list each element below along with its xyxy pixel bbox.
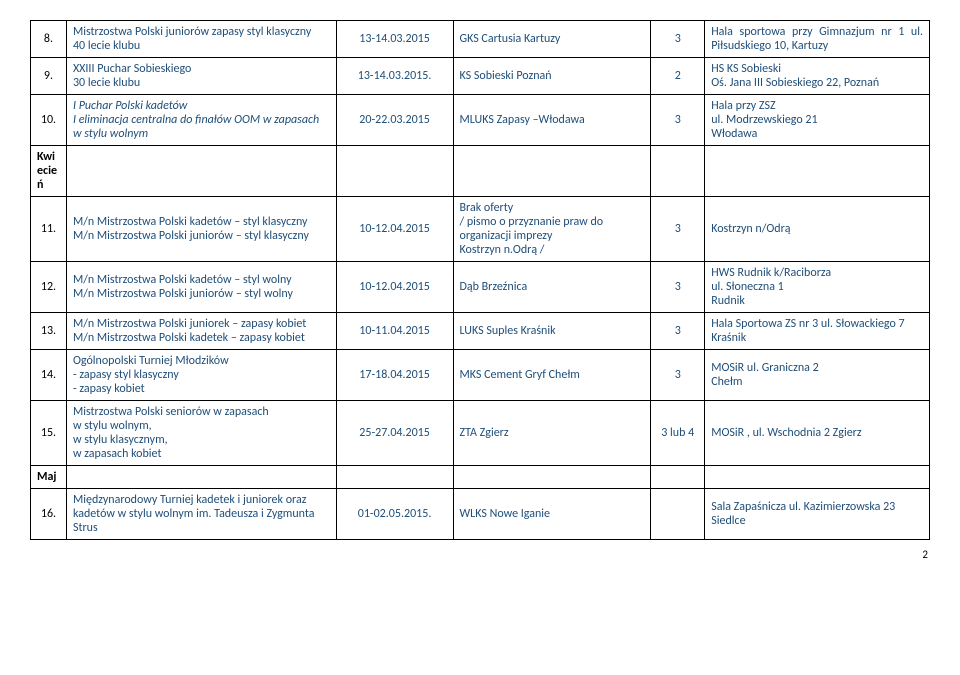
row-number: 9. [31, 58, 67, 95]
event-name: M/n Mistrzostwa Polski juniorek – zapasy… [66, 313, 336, 350]
page-number: 2 [30, 548, 930, 561]
event-count: 3 [651, 262, 705, 313]
table-row: 8.Mistrzostwa Polski juniorów zapasy sty… [31, 21, 930, 58]
row-number: 16. [31, 489, 67, 540]
event-location: Kostrzyn n/Odrą [705, 197, 930, 262]
row-number: 12. [31, 262, 67, 313]
event-count: 3 lub 4 [651, 401, 705, 466]
event-date: 25-27.04.2015 [336, 401, 453, 466]
table-row: 14.Ogólnopolski Turniej Młodzików- zapas… [31, 350, 930, 401]
event-date: 13-14.03.2015 [336, 21, 453, 58]
event-date: 13-14.03.2015. [336, 58, 453, 95]
event-count: 3 [651, 313, 705, 350]
event-location: HWS Rudnik k/Raciborzaul. Słoneczna 1Rud… [705, 262, 930, 313]
event-location: Hala sportowa przy Gimnazjum nr 1 ul. Pi… [705, 21, 930, 58]
event-location: Hala Sportowa ZS nr 3 ul. Słowackiego 7 … [705, 313, 930, 350]
event-count [651, 489, 705, 540]
table-row: Kwiecień [31, 146, 930, 197]
event-location: MOSiR ul. Graniczna 2Chełm [705, 350, 930, 401]
row-number: 10. [31, 95, 67, 146]
event-date: 17-18.04.2015 [336, 350, 453, 401]
event-count: 3 [651, 197, 705, 262]
event-organizer: MLUKS Zapasy –Włodawa [453, 95, 651, 146]
table-row: 10.I Puchar Polski kadetówI eliminacja c… [31, 95, 930, 146]
event-organizer: WLKS Nowe Iganie [453, 489, 651, 540]
event-name: XXIII Puchar Sobieskiego30 lecie klubu [66, 58, 336, 95]
schedule-table: 8.Mistrzostwa Polski juniorów zapasy sty… [30, 20, 930, 540]
event-count: 3 [651, 95, 705, 146]
row-number: 15. [31, 401, 67, 466]
section-header: Maj [31, 466, 67, 489]
event-organizer: Dąb Brzeźnica [453, 262, 651, 313]
event-name: I Puchar Polski kadetówI eliminacja cent… [66, 95, 336, 146]
event-organizer: ZTA Zgierz [453, 401, 651, 466]
event-organizer: KS Sobieski Poznań [453, 58, 651, 95]
event-date: 01-02.05.2015. [336, 489, 453, 540]
event-organizer: LUKS Suples Kraśnik [453, 313, 651, 350]
event-name: Ogólnopolski Turniej Młodzików- zapasy s… [66, 350, 336, 401]
row-number: 11. [31, 197, 67, 262]
event-name: Międzynarodowy Turniej kadetek i juniore… [66, 489, 336, 540]
section-header: Kwiecień [31, 146, 67, 197]
event-location: Hala przy ZSZul. Modrzewskiego 21Włodawa [705, 95, 930, 146]
table-row: 15.Mistrzostwa Polski seniorów w zapasac… [31, 401, 930, 466]
event-count: 3 [651, 21, 705, 58]
event-location: Sala Zapaśnicza ul. Kazimierzowska 23Sie… [705, 489, 930, 540]
event-date: 10-11.04.2015 [336, 313, 453, 350]
event-location: HS KS SobieskiOś. Jana III Sobieskiego 2… [705, 58, 930, 95]
table-row: 13.M/n Mistrzostwa Polski juniorek – zap… [31, 313, 930, 350]
table-row: 11.M/n Mistrzostwa Polski kadetów – styl… [31, 197, 930, 262]
table-row: 9.XXIII Puchar Sobieskiego30 lecie klubu… [31, 58, 930, 95]
event-organizer: Brak oferty/ pismo o przyznanie praw do … [453, 197, 651, 262]
event-count: 2 [651, 58, 705, 95]
row-number: 8. [31, 21, 67, 58]
table-row: 12.M/n Mistrzostwa Polski kadetów – styl… [31, 262, 930, 313]
event-location: MOSiR , ul. Wschodnia 2 Zgierz [705, 401, 930, 466]
event-organizer: MKS Cement Gryf Chełm [453, 350, 651, 401]
event-date: 10-12.04.2015 [336, 262, 453, 313]
event-organizer: GKS Cartusia Kartuzy [453, 21, 651, 58]
table-row: 16.Międzynarodowy Turniej kadetek i juni… [31, 489, 930, 540]
row-number: 13. [31, 313, 67, 350]
event-name: M/n Mistrzostwa Polski kadetów – styl kl… [66, 197, 336, 262]
event-name: Mistrzostwa Polski seniorów w zapasachw … [66, 401, 336, 466]
event-name: Mistrzostwa Polski juniorów zapasy styl … [66, 21, 336, 58]
event-name: M/n Mistrzostwa Polski kadetów – styl wo… [66, 262, 336, 313]
event-date: 10-12.04.2015 [336, 197, 453, 262]
row-number: 14. [31, 350, 67, 401]
event-date: 20-22.03.2015 [336, 95, 453, 146]
table-row: Maj [31, 466, 930, 489]
event-count: 3 [651, 350, 705, 401]
